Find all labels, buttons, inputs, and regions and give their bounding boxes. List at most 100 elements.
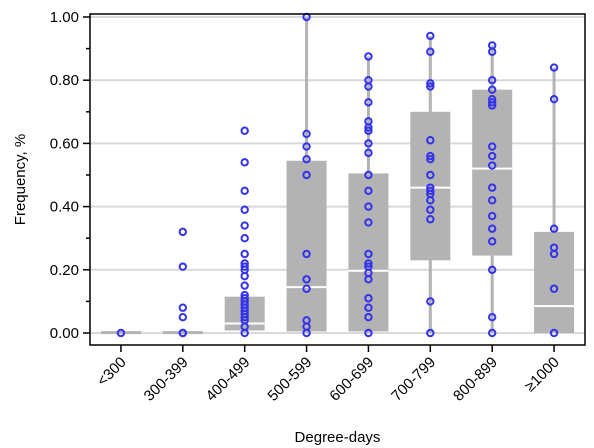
data-point bbox=[364, 262, 373, 271]
data-point bbox=[364, 117, 373, 126]
grid-lines bbox=[90, 16, 585, 334]
data-point bbox=[364, 294, 373, 303]
data-point bbox=[302, 275, 311, 284]
x-tick-label: 300-399 bbox=[141, 354, 192, 405]
data-point bbox=[487, 328, 497, 338]
box-body bbox=[162, 331, 203, 335]
data-point bbox=[240, 205, 249, 214]
data-point bbox=[302, 249, 311, 259]
data-point bbox=[178, 262, 188, 271]
data-point bbox=[240, 281, 249, 290]
box-body bbox=[410, 111, 451, 261]
data-point bbox=[364, 126, 373, 135]
data-point bbox=[426, 31, 435, 41]
data-point bbox=[364, 139, 373, 148]
box-body bbox=[100, 331, 141, 335]
box-body bbox=[348, 173, 389, 332]
point-group bbox=[116, 12, 559, 338]
data-point bbox=[240, 290, 249, 300]
y-tick-label: 0.60 bbox=[50, 135, 79, 152]
data-point bbox=[487, 76, 497, 85]
data-point bbox=[240, 262, 249, 271]
data-point bbox=[116, 328, 126, 338]
data-point bbox=[426, 47, 435, 56]
data-point bbox=[364, 259, 373, 268]
data-point bbox=[302, 316, 311, 325]
data-point bbox=[487, 98, 497, 107]
data-point bbox=[487, 237, 497, 246]
data-point bbox=[487, 211, 497, 221]
data-point bbox=[549, 224, 559, 233]
data-point bbox=[178, 313, 188, 322]
data-point bbox=[364, 98, 373, 107]
data-point bbox=[426, 186, 435, 196]
x-tick-label: <300 bbox=[94, 354, 130, 390]
data-point bbox=[549, 94, 559, 104]
y-tick-label: 0.20 bbox=[50, 262, 79, 279]
data-point bbox=[178, 227, 188, 237]
data-point bbox=[240, 186, 249, 196]
data-point bbox=[364, 249, 373, 259]
x-tick-label: 500-599 bbox=[264, 354, 315, 405]
data-point bbox=[426, 170, 435, 180]
data-point bbox=[487, 313, 497, 322]
data-point bbox=[487, 183, 497, 192]
x-axis: <300 300-399 400-499 500-599 600-699 700-799 8… bbox=[94, 345, 563, 405]
data-point bbox=[178, 303, 188, 312]
data-point bbox=[426, 155, 435, 164]
x-tick-label: ≥1000 bbox=[521, 354, 562, 395]
data-point bbox=[426, 215, 435, 224]
y-tick-label: 0.40 bbox=[50, 199, 79, 216]
data-point bbox=[426, 79, 435, 88]
data-point bbox=[549, 284, 559, 293]
data-point bbox=[240, 126, 249, 135]
data-point bbox=[240, 221, 249, 230]
data-point bbox=[364, 328, 373, 338]
data-point bbox=[426, 205, 435, 214]
x-tick-label: 800-899 bbox=[450, 354, 501, 405]
box-body bbox=[472, 89, 513, 256]
data-point bbox=[426, 136, 435, 145]
data-point bbox=[426, 297, 435, 306]
data-point bbox=[178, 328, 188, 338]
data-point bbox=[302, 284, 311, 293]
data-point bbox=[364, 303, 373, 312]
x-tick-label: 400-499 bbox=[203, 354, 254, 405]
data-point bbox=[302, 170, 311, 180]
data-point bbox=[549, 63, 559, 72]
box-body bbox=[286, 160, 327, 332]
data-point bbox=[364, 148, 373, 158]
data-point bbox=[240, 259, 249, 268]
y-tick-label: 0.80 bbox=[50, 72, 79, 89]
data-point bbox=[364, 52, 373, 61]
y-axis: 0.00 0.20 0.40 0.60 0.80 1.00 bbox=[50, 9, 90, 342]
data-point bbox=[487, 196, 497, 205]
data-point bbox=[240, 234, 249, 243]
data-point bbox=[549, 243, 559, 252]
data-point bbox=[364, 313, 373, 322]
data-point bbox=[426, 82, 435, 91]
data-point bbox=[364, 202, 373, 211]
data-point bbox=[426, 183, 435, 192]
data-point bbox=[302, 155, 311, 164]
data-point bbox=[487, 151, 497, 161]
data-point bbox=[302, 129, 311, 139]
data-point bbox=[364, 76, 373, 85]
data-point bbox=[487, 224, 497, 233]
data-point bbox=[240, 158, 249, 167]
data-point bbox=[302, 142, 311, 151]
x-tick-label: 700-799 bbox=[388, 354, 439, 405]
data-point bbox=[487, 41, 497, 50]
data-point bbox=[426, 151, 435, 161]
box-body bbox=[534, 231, 575, 333]
data-point bbox=[364, 170, 373, 180]
y-tick-label: 1.00 bbox=[50, 9, 79, 26]
data-point bbox=[487, 142, 497, 151]
plot-frame bbox=[89, 13, 586, 346]
data-point bbox=[487, 85, 497, 94]
data-point bbox=[240, 294, 249, 303]
y-axis-title: Frequency, % bbox=[12, 134, 29, 225]
x-axis-title: Degree-days bbox=[295, 429, 381, 446]
data-point bbox=[487, 161, 497, 170]
data-point bbox=[364, 186, 373, 196]
